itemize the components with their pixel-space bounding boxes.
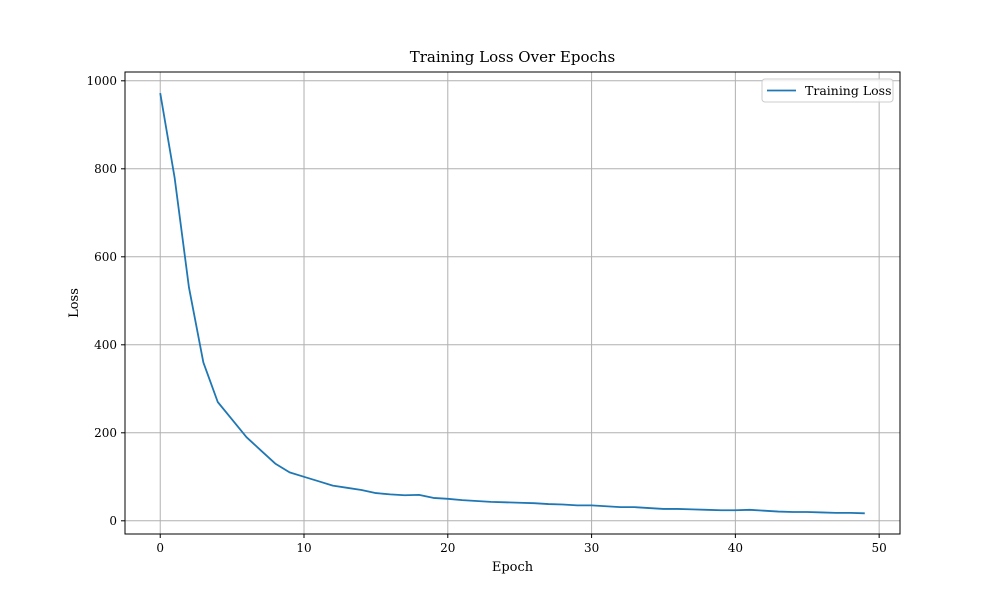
x-tick-label: 10: [296, 541, 311, 555]
x-tick-label: 20: [440, 541, 455, 555]
legend: Training Loss: [761, 78, 894, 103]
y-axis-label: Loss: [67, 288, 82, 318]
series-layer: [159, 92, 865, 515]
x-tick-label: 40: [728, 541, 743, 555]
y-tick-label: 0: [109, 514, 117, 528]
x-axis-label: Epoch: [492, 560, 534, 575]
chart-title: Training Loss Over Epochs: [410, 48, 616, 66]
y-tick-label: 400: [94, 338, 117, 352]
x-tick-label: 50: [872, 541, 887, 555]
y-tick-label: 600: [94, 250, 117, 264]
plot-frame: [124, 71, 901, 535]
x-tick-label: 0: [156, 541, 164, 555]
axis-ticks: 0 10 20 30 40 50 0 200 400 600 800 1000: [86, 74, 886, 555]
y-tick-label: 200: [94, 426, 117, 440]
y-tick-label: 800: [94, 162, 117, 176]
series-line-training-loss: [159, 92, 865, 515]
legend-label-training-loss: Training Loss: [805, 83, 892, 98]
y-tick-label: 1000: [86, 74, 117, 88]
legend-box: [761, 78, 894, 103]
x-tick-label: 30: [584, 541, 599, 555]
grid-lines: [125, 72, 900, 534]
